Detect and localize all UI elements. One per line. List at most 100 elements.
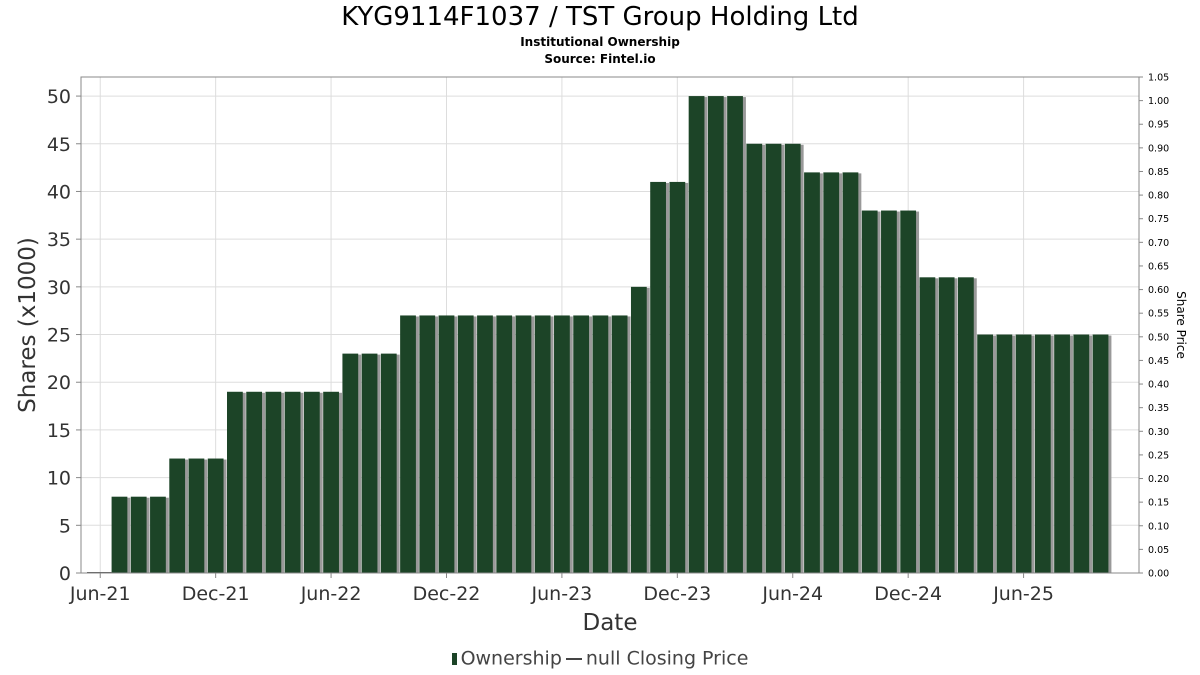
legend-ownership-label[interactable]: Ownership [460, 647, 562, 670]
ownership-bar [188, 458, 205, 573]
ownership-bar [246, 391, 263, 573]
ownership-bar [938, 277, 955, 573]
x-axis-label: Date [583, 610, 638, 636]
x-tick-label: Dec-21 [182, 583, 250, 605]
ownership-bar [477, 315, 493, 573]
ownership-bar [957, 277, 974, 573]
ownership-bar [284, 391, 301, 573]
ownership-bar [111, 496, 128, 573]
y2-tick-label: 0.45 [1148, 356, 1169, 367]
y2-axis-label: Share Price [1174, 291, 1188, 359]
ownership-bar [919, 277, 936, 573]
y2-tick-label: 0.10 [1148, 521, 1169, 532]
ownership-bar [534, 315, 551, 573]
x-tick-label: Jun-21 [69, 583, 131, 605]
y-tick-label: 10 [47, 468, 71, 490]
y2-tick-label: 0.40 [1148, 380, 1169, 391]
ownership-bar [650, 181, 666, 573]
y2-tick-label: 0.30 [1148, 427, 1169, 438]
y-tick-label: 20 [47, 372, 71, 394]
ownership-swatch-icon [451, 652, 457, 665]
ownership-bar [707, 96, 724, 574]
ownership-bar [1034, 334, 1051, 573]
ownership-bar [400, 315, 416, 573]
y-tick-label: 0 [59, 563, 71, 585]
ownership-bar [438, 315, 455, 573]
y2-tick-label: 0.25 [1148, 450, 1169, 461]
x-tick-label: Dec-24 [874, 583, 942, 605]
ownership-bar [804, 172, 820, 573]
ownership-bar [457, 315, 474, 573]
ownership-bar [669, 181, 686, 573]
ownership-bar [1015, 334, 1032, 573]
ownership-bar [727, 96, 743, 574]
ownership-bar [823, 172, 840, 573]
x-tick-label: Dec-22 [413, 583, 481, 605]
ownership-bar [996, 334, 1013, 573]
x-tick-label: Dec-23 [643, 583, 711, 605]
chart-source: Source: Fintel.io [544, 52, 656, 66]
x-tick-label: Jun-23 [531, 583, 593, 605]
y2-tick-label: 0.00 [1148, 569, 1169, 580]
y2-tick-label: 0.85 [1148, 167, 1169, 178]
y-tick-label: 5 [59, 515, 71, 537]
ownership-bar [573, 315, 590, 573]
ownership-bar [380, 353, 397, 573]
y2-tick-label: 0.05 [1148, 545, 1169, 556]
ownership-bar [169, 458, 186, 573]
y2-tick-label: 0.50 [1148, 332, 1169, 343]
ownership-bar [1073, 334, 1090, 573]
y2-tick-label: 1.00 [1148, 96, 1169, 107]
ownership-bar [361, 353, 378, 573]
y-tick-label: 50 [47, 86, 71, 108]
ownership-bar [861, 210, 878, 574]
y2-tick-label: 0.65 [1148, 261, 1169, 272]
y2-tick-label: 0.15 [1148, 498, 1169, 509]
y-tick-label: 30 [47, 277, 71, 299]
y-tick-label: 25 [47, 325, 71, 347]
y2-tick-label: 0.80 [1148, 191, 1169, 202]
y2-tick-label: 0.55 [1148, 309, 1169, 320]
ownership-bar [323, 391, 339, 573]
ownership-bar [303, 391, 320, 573]
y2-tick-label: 1.05 [1148, 73, 1169, 84]
price-line-icon [565, 657, 582, 660]
ownership-bar [630, 286, 647, 573]
y-tick-label: 40 [47, 181, 71, 203]
legend: Ownership null Closing Price [0, 647, 1200, 670]
y2-tick-label: 0.20 [1148, 474, 1169, 485]
ownership-bar [342, 353, 359, 573]
y2-tick-label: 0.35 [1148, 403, 1169, 414]
ownership-bar [265, 391, 282, 573]
ownership-bar [419, 315, 436, 573]
ownership-bar [688, 96, 705, 574]
y-axis-label: Shares (x1000) [15, 237, 41, 413]
ownership-bar [900, 210, 917, 574]
ownership-bar [746, 143, 763, 573]
ownership-bar [592, 315, 609, 573]
x-tick-label: Jun-22 [300, 583, 362, 605]
chart-subtitle: Institutional Ownership [520, 35, 680, 49]
ownership-bar [150, 496, 166, 573]
ownership-bar [842, 172, 859, 573]
ownership-bar [554, 315, 570, 573]
plot-frame [80, 76, 1140, 574]
y-tick-label: 35 [47, 229, 71, 251]
ownership-bar [227, 391, 243, 573]
ownership-bar [1092, 334, 1109, 573]
ownership-bar [765, 143, 782, 573]
legend-price-label[interactable]: null Closing Price [585, 647, 749, 670]
y-tick-label: 15 [47, 420, 71, 442]
ownership-bar [977, 334, 993, 573]
ownership-bar [784, 143, 801, 573]
y2-tick-label: 0.95 [1148, 120, 1169, 131]
y2-tick-label: 0.75 [1148, 214, 1169, 225]
y-tick-label: 45 [47, 134, 71, 156]
ownership-bar [207, 458, 224, 573]
ownership-bar [881, 210, 897, 574]
ownership-bar [1054, 334, 1070, 573]
y2-tick-label: 0.90 [1148, 143, 1169, 154]
ownership-bar [611, 315, 628, 573]
ownership-bar [496, 315, 513, 573]
